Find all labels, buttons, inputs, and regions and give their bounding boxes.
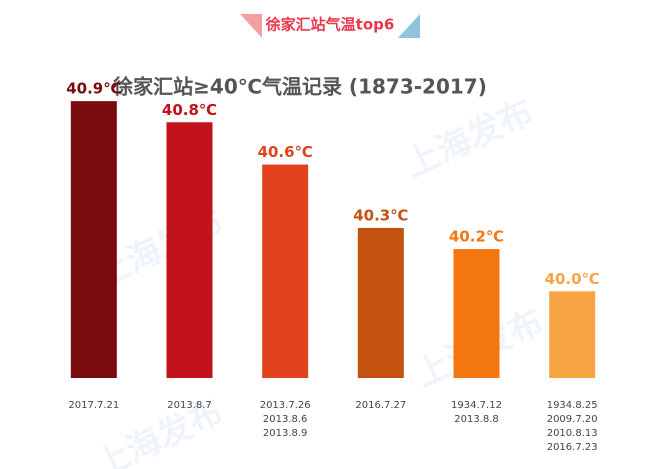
header-deco-right [398,14,420,38]
value-label: 40.2℃ [449,228,504,246]
value-label: 40.6℃ [258,143,313,161]
x-tick-label: 2017.7.21 [68,400,119,411]
value-label: 40.8℃ [162,101,217,119]
value-label: 40.0℃ [545,270,600,288]
x-tick-label: 2016.7.27 [355,400,406,411]
bar [453,249,500,378]
x-tick-label: 1934.7.12 [451,400,502,411]
x-tick-label: 2013.8.7 [167,400,212,411]
bar [166,122,213,378]
bar [70,101,117,378]
value-label: 40.3℃ [353,206,408,224]
x-tick-label: 2013.8.8 [454,414,499,425]
x-tick-label: 2013.8.6 [263,414,308,425]
bar [357,227,404,378]
header-deco-left [240,14,262,38]
header-title: 徐家汇站气温top6 [265,16,395,34]
x-tick-label: 2010.8.13 [547,428,598,439]
x-tick-label: 2009.7.20 [547,414,598,425]
x-tick-label: 2016.7.23 [547,442,598,453]
bar [262,164,309,378]
value-label: 40.9℃ [66,80,121,98]
bar [549,291,596,378]
x-tick-label: 2013.7.26 [260,400,311,411]
x-tick-label: 1934.8.25 [547,400,598,411]
chart-title: 徐家汇站≥40℃气温记录 (1873-2017) [112,75,487,99]
x-tick-label: 2013.8.9 [263,428,308,439]
